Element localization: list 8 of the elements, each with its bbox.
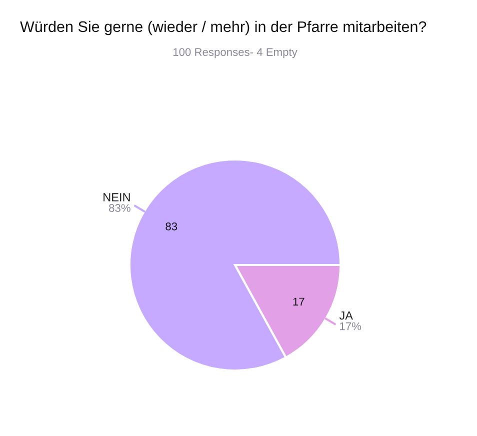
chart-subtitle: 100 Responses- 4 Empty [173, 48, 298, 58]
data-label: 83 [166, 222, 178, 230]
slice-label: JA [339, 311, 353, 320]
chart-title: Würden Sie gerne (wieder / mehr) in der Pfarre mitarbeiten? [20, 20, 426, 36]
text: 83% [109, 204, 130, 212]
data-label: 17 [293, 298, 304, 306]
slice-label: NEIN [104, 193, 130, 202]
text: 17% [340, 322, 362, 330]
